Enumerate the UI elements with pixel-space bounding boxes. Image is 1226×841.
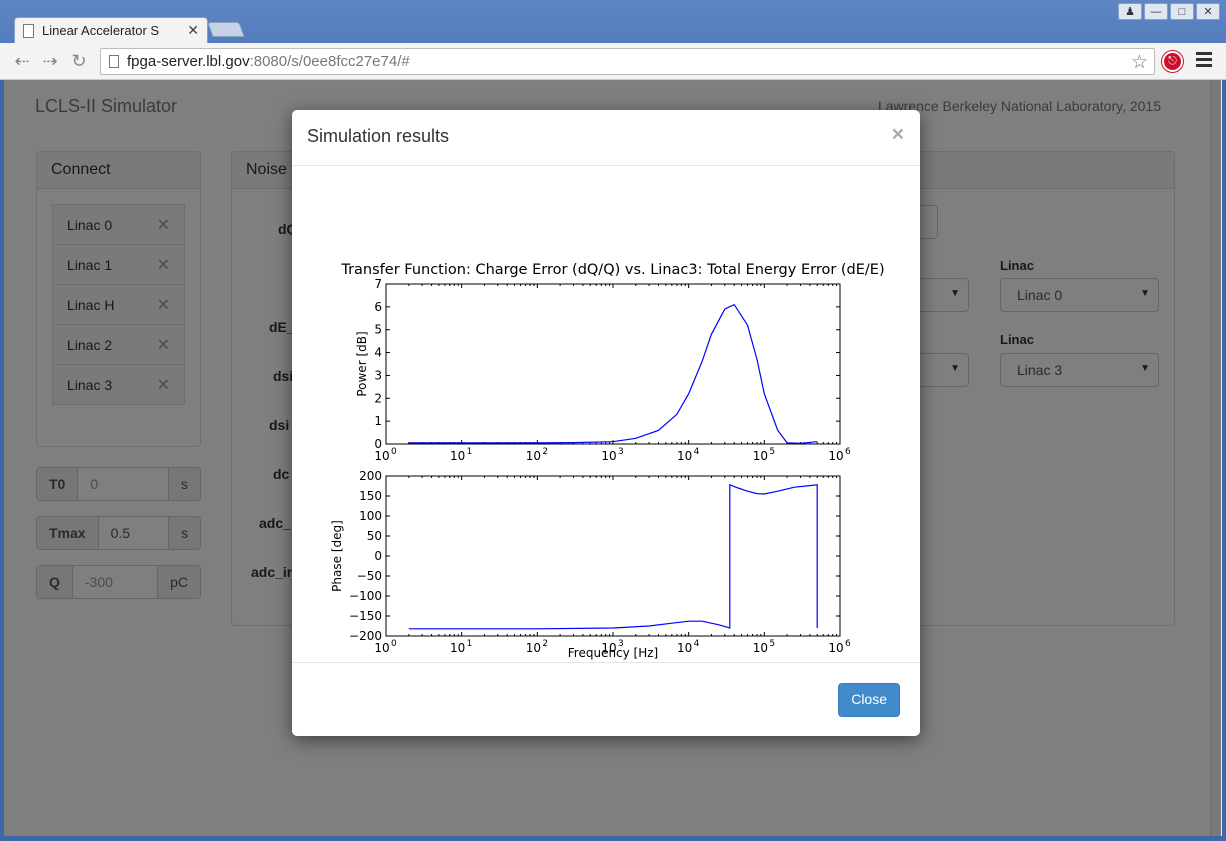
x-axis-label: Frequency [Hz]	[568, 646, 659, 660]
x-tick-label: 10	[601, 449, 616, 463]
x-tick-label: 10	[753, 449, 768, 463]
y-tick-label: −50	[357, 569, 382, 583]
page-icon	[23, 23, 34, 38]
y-tick-label: 50	[367, 529, 382, 543]
x-tick-label: 10	[526, 449, 541, 463]
back-icon[interactable]: ⇠	[14, 50, 30, 71]
url-host: fpga-server.lbl.gov	[127, 53, 250, 70]
close-window-icon[interactable]: ✕	[1196, 3, 1220, 20]
close-icon[interactable]: ×	[891, 123, 904, 146]
series-line	[408, 303, 818, 444]
tab-close-icon[interactable]: ✕	[187, 22, 199, 38]
y-axis-label: Power [dB]	[355, 331, 369, 396]
x-tick-exponent: 2	[542, 447, 548, 457]
y-tick-label: 2	[374, 391, 382, 405]
x-tick-exponent: 4	[694, 447, 700, 457]
url-path: :8080/s/0ee8fcc27e74/#	[249, 53, 410, 70]
x-tick-exponent: 5	[769, 447, 775, 457]
y-tick-label: 0	[374, 437, 382, 451]
x-tick-exponent: 3	[618, 447, 624, 457]
plot-frame	[385, 475, 841, 637]
close-button[interactable]: Close	[838, 683, 900, 717]
x-tick-label: 10	[526, 641, 541, 655]
bookmark-star-icon[interactable]: ☆	[1130, 52, 1148, 73]
x-tick-exponent: 4	[694, 639, 700, 649]
y-axis-label: Phase [deg]	[330, 520, 344, 592]
browser-toolbar: ⇠ ⇢ ↻ fpga-server.lbl.gov:8080/s/0ee8fcc…	[0, 43, 1226, 80]
x-tick-label: 10	[374, 641, 389, 655]
y-tick-label: 4	[374, 346, 382, 360]
maximize-icon[interactable]: □	[1170, 3, 1194, 20]
user-icon[interactable]: ♟	[1118, 3, 1142, 20]
y-tick-label: 150	[359, 489, 382, 503]
x-tick-label: 10	[374, 449, 389, 463]
modal-header: Simulation results ×	[292, 110, 920, 166]
address-bar[interactable]: fpga-server.lbl.gov:8080/s/0ee8fcc27e74/…	[100, 48, 1155, 75]
x-tick-label: 10	[677, 449, 692, 463]
x-tick-exponent: 5	[769, 639, 775, 649]
browser-tab[interactable]: Linear Accelerator S ✕	[14, 17, 208, 43]
series-line	[408, 483, 818, 630]
page-info-icon	[109, 55, 119, 68]
x-tick-exponent: 2	[542, 639, 548, 649]
modal-title: Simulation results	[307, 126, 450, 146]
plot-frame	[385, 283, 841, 445]
new-tab-button[interactable]	[207, 22, 245, 37]
x-tick-label: 10	[753, 641, 768, 655]
x-tick-label: 10	[828, 641, 843, 655]
modal-footer: Close	[292, 662, 920, 736]
x-tick-exponent: 6	[845, 639, 851, 649]
y-tick-label: 200	[359, 469, 382, 483]
y-tick-label: 6	[374, 300, 382, 314]
browser-chrome: Linear Accelerator S ✕ ♟ — □ ✕ ⇠ ⇢ ↻ fpg…	[0, 0, 1226, 80]
extension-icon[interactable]: ⎋	[1162, 51, 1183, 72]
x-tick-exponent: 3	[618, 639, 624, 649]
y-tick-label: 7	[374, 277, 382, 291]
results-modal: Simulation results × Transfer Function: …	[292, 110, 920, 736]
y-tick-label: −100	[349, 589, 382, 603]
y-tick-label: 0	[374, 549, 382, 563]
y-tick-label: 5	[374, 323, 382, 337]
x-tick-label: 10	[828, 449, 843, 463]
reload-icon[interactable]: ↻	[71, 50, 87, 71]
window-controls: ♟ — □ ✕	[1118, 3, 1220, 20]
menu-icon[interactable]	[1196, 52, 1212, 70]
x-tick-exponent: 0	[391, 639, 397, 649]
y-tick-label: 1	[374, 414, 382, 428]
chart-title: Transfer Function: Charge Error (dQ/Q) v…	[340, 262, 884, 278]
x-tick-exponent: 1	[467, 639, 473, 649]
x-tick-label: 10	[450, 641, 465, 655]
y-tick-label: 3	[374, 368, 382, 382]
y-tick-label: −150	[349, 609, 382, 623]
x-tick-label: 10	[601, 641, 616, 655]
x-tick-label: 10	[677, 641, 692, 655]
x-tick-exponent: 1	[467, 447, 473, 457]
transfer-function-chart: Transfer Function: Charge Error (dQ/Q) v…	[330, 262, 885, 660]
x-tick-exponent: 0	[391, 447, 397, 457]
minimize-icon[interactable]: —	[1144, 3, 1168, 20]
y-tick-label: 100	[359, 509, 382, 523]
x-tick-exponent: 6	[845, 447, 851, 457]
forward-icon[interactable]: ⇢	[42, 50, 58, 71]
x-tick-label: 10	[450, 449, 465, 463]
tab-title: Linear Accelerator S	[42, 23, 160, 38]
y-tick-label: −200	[349, 629, 382, 643]
